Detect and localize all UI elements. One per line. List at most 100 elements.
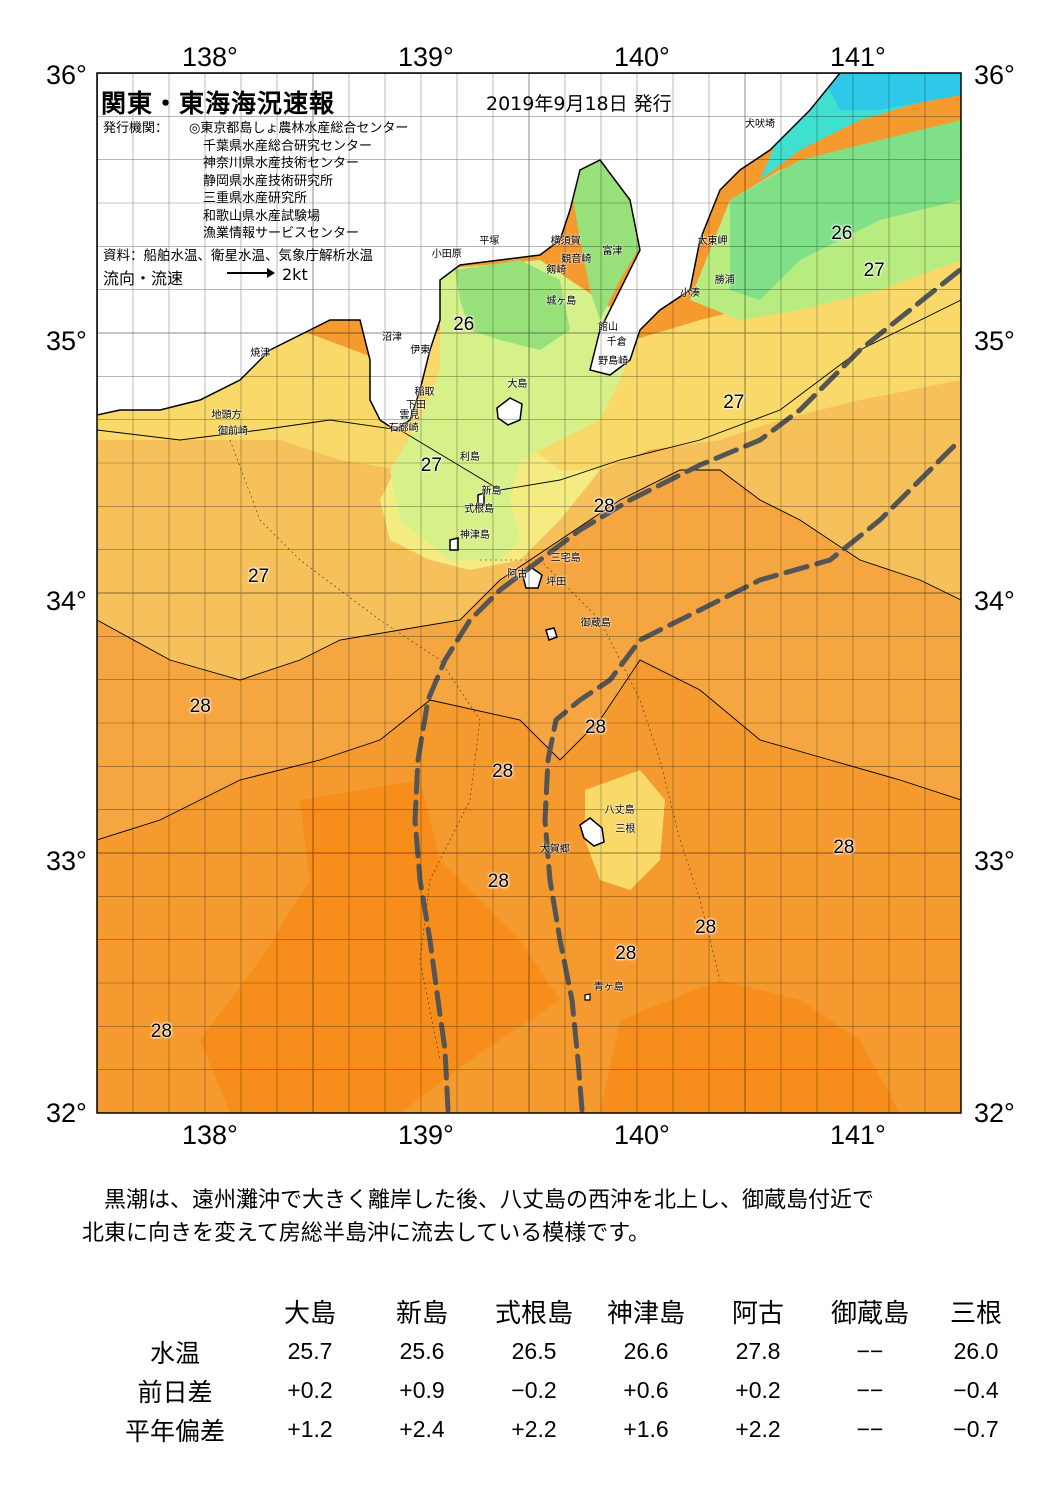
sea-zone-sagami	[455, 260, 570, 350]
column-header: 阿古	[731, 1298, 784, 1329]
table-cell: +2.2	[735, 1416, 781, 1442]
sea-zone-cold-core	[820, 73, 961, 110]
temperature-label: 27	[723, 392, 745, 414]
mikura-island	[545, 627, 558, 641]
column-header: 新島	[395, 1298, 448, 1329]
column-header: 御蔵島	[830, 1298, 909, 1329]
description-line: 北東に向きを変えて房総半島沖に流去している模様です。	[82, 1221, 651, 1246]
table-cell: −0.2	[511, 1377, 557, 1403]
temperature-label: 27	[420, 454, 442, 476]
temperature-label: 28	[695, 917, 717, 939]
table-cell: 26.5	[511, 1338, 557, 1364]
lat-label-35-left: 35°	[46, 326, 87, 356]
issuer-item: 和歌山県水産試験場	[203, 208, 321, 224]
kozu-island	[449, 537, 459, 551]
temperature-label: 28	[492, 761, 514, 783]
column-header: 大島	[283, 1298, 336, 1329]
place-name: 千倉	[606, 337, 627, 349]
place-name: 勝浦	[714, 275, 735, 286]
table-cell: +1.6	[623, 1416, 669, 1442]
sea-zone-warm-patch	[600, 980, 900, 1113]
temperature-label: 27	[248, 566, 270, 588]
map-canvas	[96, 72, 962, 1114]
table-cell: 26.0	[953, 1338, 999, 1364]
place-name: 小湊	[680, 288, 701, 299]
table-row: 前日差 +0.2 +0.9 −0.2 +0.6 +0.2 −− −0.4	[96, 1371, 1026, 1410]
lat-label-36-right: 36°	[974, 60, 1015, 90]
table-cell: −0.4	[953, 1377, 999, 1403]
lon-label-138-top: 138°	[182, 42, 238, 72]
lon-label-138-bottom: 138°	[182, 1120, 238, 1150]
issuer-item: ◎東京都島しょ農林水産総合センター	[189, 121, 409, 136]
place-name: 剱崎	[546, 264, 567, 276]
table-cell: −−	[856, 1338, 884, 1364]
land-mass	[97, 73, 841, 431]
issuer-block: 発行機関： ◎東京都島しょ農林水産総合センター 千葉県水産総合研究センター 神奈川…	[103, 120, 408, 243]
lat-label-32-right: 32°	[974, 1098, 1015, 1128]
table-row: 平年偏差 +1.2 +2.4 +2.2 +1.6 +2.2 −− −0.7	[96, 1410, 1026, 1449]
table-cell: 25.7	[287, 1338, 333, 1364]
place-name: 坪田	[546, 576, 567, 588]
lon-label-139-top: 139°	[398, 42, 454, 72]
table-cell: +0.9	[399, 1377, 445, 1403]
map-title: 関東・東海海況速報	[101, 89, 336, 118]
place-name: 青ヶ島	[593, 982, 624, 994]
sea-zone-28	[97, 380, 961, 840]
place-name: 城ヶ島	[546, 295, 577, 307]
place-name: 石廊崎	[388, 423, 419, 435]
temperature-label: 27	[863, 259, 885, 281]
issue-date: 2019年9月18日 発行	[486, 93, 672, 115]
place-name: 式根島	[464, 503, 495, 515]
sea-zone-warm-patch	[200, 780, 560, 1113]
place-name: 新島	[481, 485, 502, 497]
row-header: 水温	[149, 1338, 200, 1368]
place-name: 伊東	[410, 345, 431, 357]
isotherm-lines	[97, 299, 961, 841]
issuer-item: 千葉県水産総合研究センター	[203, 138, 373, 154]
sea-zone-hachijo	[585, 770, 665, 890]
table-cell: 25.6	[399, 1338, 445, 1364]
issuer-item: 静岡県水産技術研究所	[203, 173, 334, 189]
issuer-item: 神奈川県水産技術センター	[203, 156, 360, 171]
lat-label-33-left: 33°	[46, 846, 87, 876]
lat-label-33-right: 33°	[974, 846, 1015, 876]
place-name: 横須賀	[550, 236, 581, 247]
place-name: 稲取	[414, 386, 435, 398]
table-cell: −−	[856, 1416, 884, 1442]
table-header-row: 大島 新島 式根島 神津島 阿古 御蔵島 三根	[96, 1290, 1026, 1332]
issuer-item: 漁業情報サービスセンター	[203, 226, 360, 241]
table-cell: 26.6	[623, 1338, 669, 1364]
place-name: 御蔵島	[580, 618, 611, 630]
data-source: 資料：船舶水温、衛星水温、気象庁解析水温	[103, 248, 373, 264]
column-header: 神津島	[606, 1298, 685, 1329]
place-name: 大賀郷	[539, 844, 570, 856]
place-name: 館山	[598, 321, 619, 333]
place-name: 観音崎	[561, 254, 592, 266]
graticule	[97, 73, 961, 1113]
observation-table: 大島 新島 式根島 神津島 阿古 御蔵島 三根 水温 25.7 25.6 26.…	[96, 1290, 1026, 1449]
row-header: 前日差	[137, 1377, 213, 1407]
row-header: 平年偏差	[124, 1416, 225, 1446]
description: 黒潮は、遠州灘沖で大きく離岸した後、八丈島の西沖を北上し、御蔵島付近で 北東に向…	[82, 1184, 1042, 1250]
oshima-island	[496, 397, 523, 426]
aogashima-island	[584, 993, 591, 1001]
map-body	[97, 73, 961, 1113]
table-cell: +0.6	[623, 1377, 669, 1403]
lon-label-141-top: 141°	[830, 42, 886, 72]
temperature-label: 26	[831, 223, 853, 245]
table-cell: 27.8	[735, 1338, 781, 1364]
lon-label-140-bottom: 140°	[614, 1120, 670, 1150]
column-header: 三根	[949, 1298, 1002, 1329]
flow-scale: 2kt	[282, 265, 308, 284]
lon-label-139-bottom: 139°	[398, 1120, 454, 1150]
place-name: 犬吠埼	[745, 119, 775, 130]
place-name: 野島崎	[598, 355, 629, 367]
table-corner	[96, 1290, 254, 1332]
temperature-label: 28	[487, 870, 509, 892]
table-cell: −−	[856, 1377, 884, 1403]
issuer-label: 発行機関：	[103, 121, 169, 136]
table-cell: +2.4	[399, 1416, 445, 1442]
place-name: 三根	[615, 823, 636, 835]
temperature-label: 28	[833, 836, 855, 858]
flow-legend-label: 流向・流速	[103, 269, 184, 288]
